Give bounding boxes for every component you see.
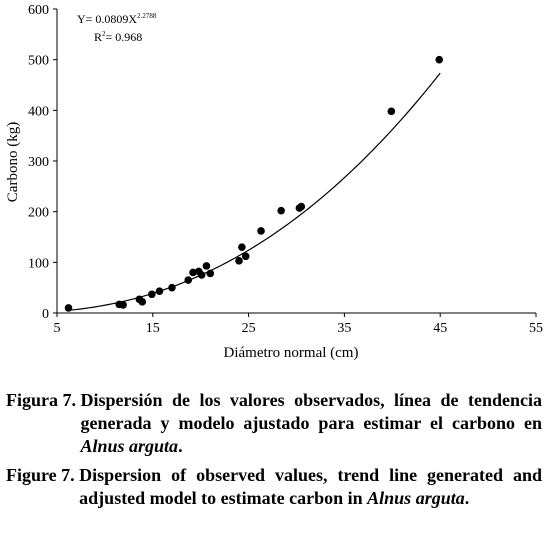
- y-tick-label: 100: [28, 256, 49, 271]
- data-point: [241, 252, 250, 261]
- r-squared-label: R2= 0.968: [94, 30, 142, 44]
- data-point: [206, 269, 215, 278]
- caption-text-es: Dispersión de los valores observados, lí…: [81, 389, 543, 458]
- equation-label: Y= 0.0809X2.2788: [77, 12, 157, 26]
- y-tick-label: 0: [42, 307, 49, 322]
- data-point: [197, 271, 206, 279]
- y-ticks: 0 100 200 300 400 500 600: [28, 3, 57, 322]
- data-point: [184, 276, 193, 284]
- scatter-chart: 0 100 200 300 400 500 600 5 15 25 35 45 55 Y= 0.080…: [5, 3, 543, 361]
- r2-prefix: R: [94, 30, 102, 44]
- equation-exponent: 2.2788: [137, 12, 157, 20]
- caption-end-en: .: [464, 488, 470, 508]
- caption-body-en: Dispersion of observed values, trend lin…: [79, 465, 542, 508]
- x-axis-title: Diámetro normal (cm): [224, 345, 359, 361]
- caption-label-en: Figure 7.: [6, 465, 75, 485]
- y-tick-label: 200: [28, 206, 49, 221]
- data-point: [189, 268, 197, 277]
- caption-text-en: Dispersion of observed values, trend lin…: [79, 464, 542, 510]
- data-point: [435, 55, 444, 64]
- caption-species-es: Alnus arguta: [80, 436, 179, 456]
- y-axis-title: Carbono (kg): [5, 122, 21, 202]
- data-point: [235, 257, 243, 265]
- y-tick-label: 500: [28, 54, 49, 69]
- data-point: [138, 298, 147, 306]
- data-point: [297, 202, 306, 211]
- r2-superscript: 2: [102, 30, 106, 38]
- axes: [56, 9, 536, 314]
- y-tick-label: 400: [28, 104, 49, 119]
- x-tick-label: 45: [433, 321, 447, 336]
- data-point: [387, 107, 396, 116]
- figure-caption-spanish: Figura 7. Dispersión de los valores obse…: [6, 389, 542, 458]
- data-points: [64, 55, 444, 312]
- x-tick-label: 55: [529, 321, 543, 336]
- y-tick-label: 300: [28, 155, 49, 170]
- y-tick-label: 600: [28, 3, 49, 18]
- x-tick-label: 5: [54, 321, 61, 336]
- data-point: [238, 243, 246, 251]
- data-point: [202, 262, 211, 270]
- x-tick-label: 35: [337, 321, 351, 336]
- x-tick-label: 15: [146, 321, 160, 336]
- x-ticks: 5 15 25 35 45 55: [54, 313, 543, 336]
- data-point: [148, 290, 156, 299]
- figure-caption-english: Figure 7. Dispersion of observed values,…: [6, 464, 542, 510]
- data-point: [257, 227, 265, 235]
- caption-species-en: Alnus arguta: [367, 488, 465, 508]
- x-tick-label: 25: [242, 321, 256, 336]
- data-point: [155, 287, 164, 296]
- data-point: [168, 283, 176, 292]
- data-point: [64, 304, 73, 312]
- caption-end-es: .: [178, 436, 183, 456]
- equation-main: Y= 0.0809X: [77, 12, 137, 26]
- data-point: [119, 301, 127, 309]
- caption-label-es: Figura 7.: [6, 390, 76, 410]
- r2-value: = 0.968: [106, 30, 143, 44]
- caption-body-es: Dispersión de los valores observados, lí…: [80, 390, 543, 433]
- data-point: [277, 206, 285, 215]
- trend-line: [66, 72, 441, 312]
